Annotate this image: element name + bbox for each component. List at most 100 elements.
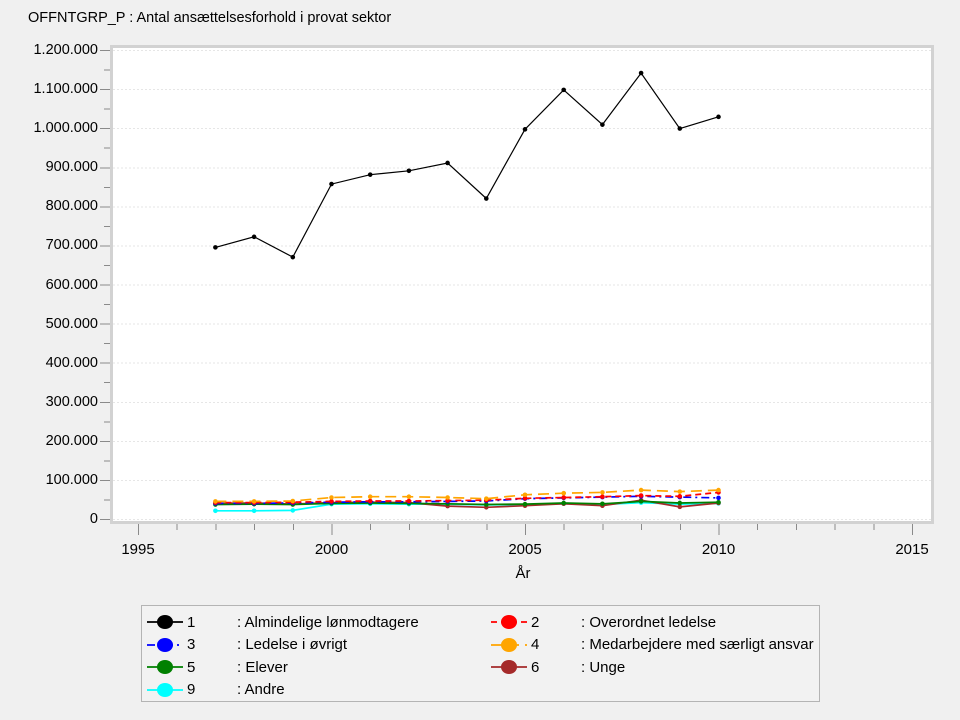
legend-marker-icon: [147, 660, 183, 675]
legend-series-number: 2: [531, 613, 540, 631]
legend-series-label: : Overordnet ledelse: [581, 613, 717, 631]
data-point: [213, 499, 218, 504]
y-tick-label: 100.000: [45, 471, 98, 488]
data-point: [290, 254, 296, 260]
data-point: [716, 114, 721, 120]
data-point: [716, 495, 721, 501]
x-tick-label: 2005: [508, 541, 542, 558]
data-point: [600, 501, 605, 507]
legend-series-number: 4: [531, 636, 540, 654]
series-1: [213, 70, 721, 260]
data-point: [600, 490, 605, 495]
legend-item-3: 3 : Ledelse i øvrigt: [147, 634, 491, 656]
y-tick-label: 900.000: [45, 159, 98, 176]
data-point: [638, 487, 644, 493]
y-tick-label: 200.000: [45, 432, 98, 449]
x-axis-ticks: [138, 524, 913, 535]
x-axis-title: År: [515, 565, 531, 582]
data-point: [638, 70, 644, 76]
legend-series-number: 5: [187, 658, 196, 676]
y-tick-label: 400.000: [45, 354, 98, 371]
data-point: [367, 172, 373, 177]
legend-series-label: : Andre: [237, 681, 285, 699]
data-point: [484, 502, 489, 507]
y-tick-label: 700.000: [45, 237, 98, 254]
data-point: [677, 489, 683, 494]
legend-series-label: : Ledelse i øvrigt: [237, 636, 348, 654]
legend-marker-icon: [491, 660, 527, 675]
x-tick-label: 1995: [121, 541, 155, 558]
legend-series-label: : Unge: [581, 658, 626, 676]
data-point: [522, 127, 528, 132]
legend-series-label: : Elever: [237, 658, 288, 676]
y-tick-label: 1.100.000: [33, 81, 98, 98]
data-point: [251, 234, 257, 240]
data-point: [290, 508, 296, 513]
y-tick-label: 300.000: [45, 393, 98, 410]
data-point: [445, 495, 450, 500]
data-point: [522, 501, 528, 507]
legend-item-6: 6 : Unge: [491, 656, 819, 678]
data-point: [251, 508, 257, 514]
legend-item-9: 9 : Andre: [147, 679, 491, 701]
y-axis-ticks: [100, 50, 110, 520]
y-tick-label: 600.000: [45, 276, 98, 293]
data-point: [290, 498, 296, 504]
legend-series-number: 3: [187, 636, 196, 654]
legend-series-number: 9: [187, 681, 196, 699]
legend-item-1: 1 : Almindelige lønmodtagere: [147, 611, 491, 633]
legend-series-label: : Almindelige lønmodtagere: [237, 613, 419, 631]
data-point: [445, 160, 450, 166]
legend-series-number: 6: [531, 658, 540, 676]
x-tick-label: 2000: [314, 541, 349, 558]
data-point: [251, 499, 257, 504]
legend-item-5: 5 : Elever: [147, 656, 491, 678]
data-point: [406, 494, 412, 500]
data-point: [367, 498, 373, 504]
data-point: [213, 508, 218, 514]
x-tick-label: 2010: [701, 541, 736, 558]
data-point: [561, 495, 566, 500]
x-tick-label: 2015: [895, 541, 929, 558]
data-point: [329, 495, 334, 500]
data-point: [561, 500, 566, 506]
legend-marker-icon: [147, 682, 183, 697]
data-point: [638, 499, 644, 504]
y-tick-label: 1.200.000: [33, 42, 98, 58]
legend-marker-icon: [491, 615, 527, 630]
y-tick-label: 0: [89, 511, 98, 527]
data-point: [600, 122, 605, 127]
data-point: [213, 245, 218, 250]
data-point: [561, 87, 566, 93]
data-point: [677, 494, 683, 499]
legend-marker-icon: [147, 615, 183, 630]
data-point: [329, 499, 334, 504]
gridlines: [113, 50, 931, 520]
series-4: [213, 487, 721, 504]
data-point: [367, 494, 373, 500]
plot-area: [100, 45, 934, 535]
y-tick-label: 500.000: [45, 315, 98, 332]
legend: 1 : Almindelige lønmodtagere 2 : Overordnet…: [141, 605, 820, 702]
data-point: [716, 499, 721, 505]
data-point: [716, 487, 721, 493]
data-point: [677, 504, 683, 510]
data-point: [406, 168, 412, 174]
y-tick-label: 800.000: [45, 198, 98, 215]
data-point: [677, 500, 683, 506]
data-point: [329, 181, 334, 187]
legend-item-4: 4 : Medarbejdere med særligt ansvar: [491, 634, 819, 656]
legend-marker-icon: [491, 637, 527, 652]
legend-item-2: 2 : Overordnet ledelse: [491, 611, 819, 633]
data-point: [638, 493, 644, 498]
legend-series-label: : Medarbejdere med særligt ansvar: [581, 636, 814, 654]
data-point: [600, 494, 605, 500]
data-point: [484, 196, 489, 201]
y-tick-label: 1.000.000: [33, 120, 98, 137]
legend-series-number: 1: [187, 613, 196, 631]
legend-marker-icon: [147, 637, 183, 652]
data-point: [484, 496, 489, 501]
chart-title: OFFNTGRP_P : Antal ansættelsesforhold i …: [28, 10, 392, 26]
data-point: [561, 490, 566, 496]
